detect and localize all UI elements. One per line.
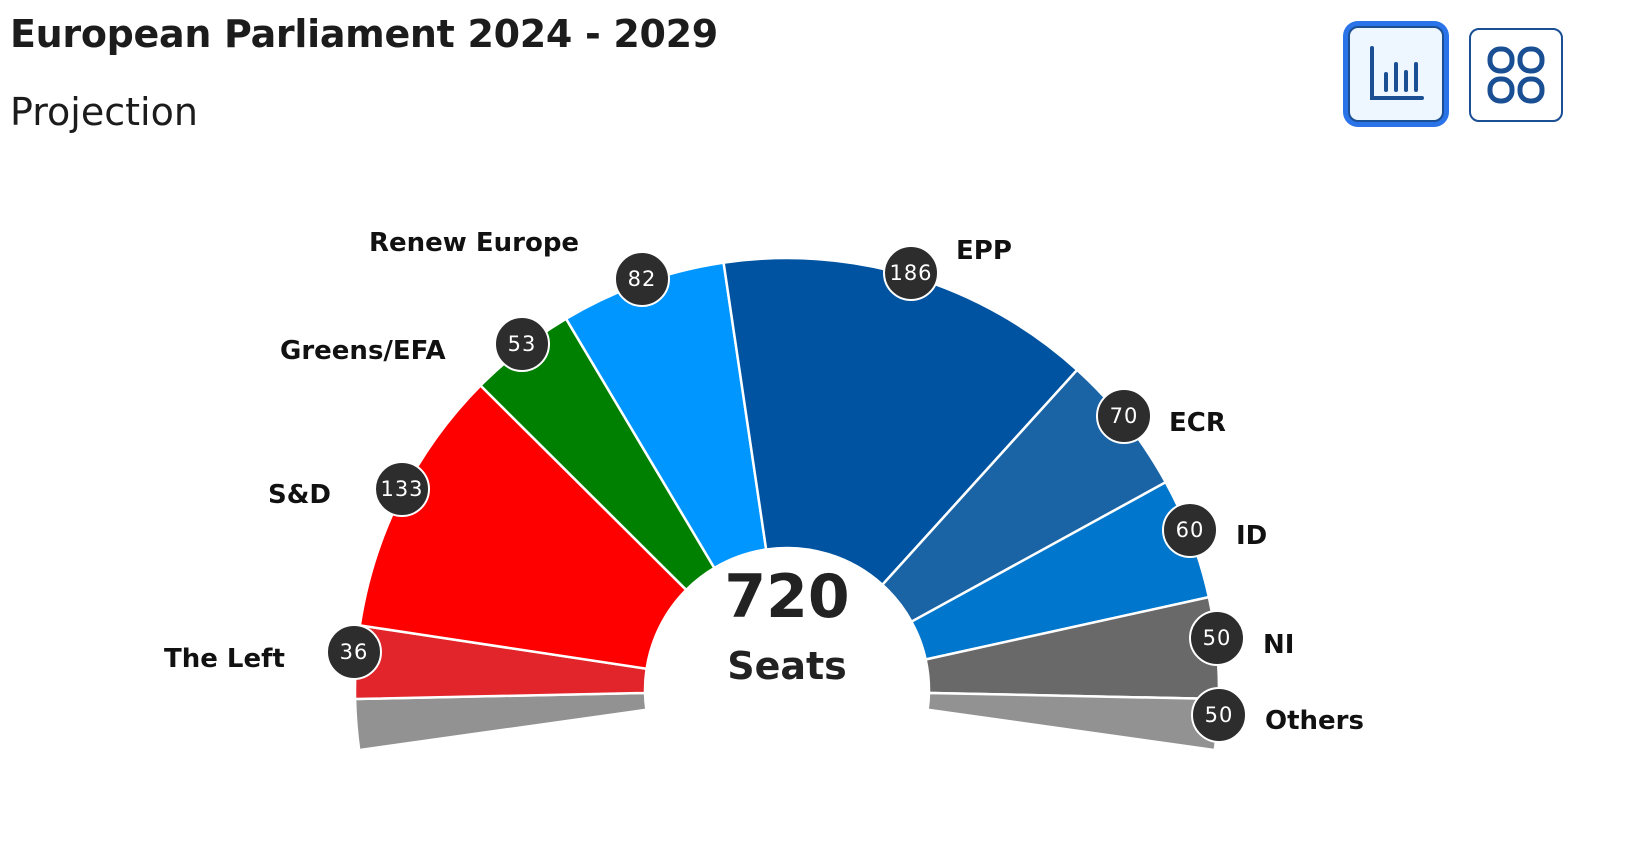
segment-epp[interactable]: [722, 256, 1079, 587]
segment-others-left[interactable]: [353, 691, 648, 752]
seat-count-badge: 50: [1191, 687, 1247, 743]
seat-count-badge: 70: [1096, 388, 1152, 444]
party-label: Greens/EFA: [280, 336, 446, 366]
party-label: NI: [1263, 630, 1295, 660]
total-seats-value: 720: [724, 562, 850, 632]
seat-count-badge: 186: [883, 245, 939, 301]
party-label: Others: [1265, 706, 1364, 736]
party-label: ID: [1236, 521, 1268, 551]
total-seats-label: Seats: [727, 644, 847, 688]
page-title: European Parliament 2024 - 2029: [10, 12, 718, 56]
grid-view-button[interactable]: [1469, 28, 1563, 122]
seat-count-badge: 133: [374, 461, 430, 517]
party-label: EPP: [956, 236, 1012, 266]
party-label: The Left: [164, 644, 285, 674]
seat-count-badge: 50: [1189, 610, 1245, 666]
party-label: S&D: [268, 480, 331, 510]
seat-count-badge: 36: [326, 624, 382, 680]
chart-view-button[interactable]: [1348, 26, 1444, 122]
bar-chart-icon: [1370, 46, 1424, 100]
seat-count-badge: 53: [494, 316, 550, 372]
party-label: Renew Europe: [369, 228, 580, 258]
seat-count-badge: 60: [1162, 502, 1218, 558]
party-label: ECR: [1169, 408, 1226, 438]
segment-others[interactable]: [926, 691, 1221, 752]
grid-icon: [1487, 46, 1545, 104]
segment-s-d[interactable]: [358, 383, 689, 671]
seat-count-badge: 82: [614, 251, 670, 307]
page-subtitle: Projection: [10, 90, 198, 134]
